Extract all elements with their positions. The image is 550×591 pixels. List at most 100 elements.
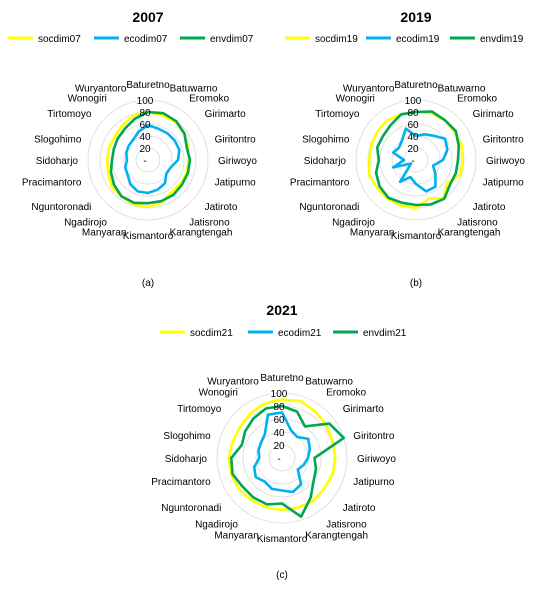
category-label: Jatiroto [343,503,376,514]
radial-tick-label: - [143,156,146,167]
category-label: Wuryantoro [207,377,259,388]
radial-tick-label: 60 [273,415,285,426]
chart-title: 2021 [266,302,297,318]
radial-tick-label: 20 [139,144,151,155]
category-label: Wonogiri [199,387,238,398]
category-label: Pracimantoro [151,477,211,488]
category-label: Kismantoro [391,231,442,242]
category-label: Giriwoyo [357,454,396,465]
category-label: Manyaran [82,228,126,239]
grid-ring [135,147,161,173]
category-label: Girimarto [343,404,385,415]
legend-label-ecodim21: ecodim21 [278,328,322,339]
category-label: Batuwarno [438,83,486,94]
grid-ring [216,392,348,524]
category-label: Girimarto [205,109,247,120]
category-label: Slogohimo [302,134,350,145]
grid-ring [87,99,209,221]
legend-label-ecodim19: ecodim19 [396,34,440,45]
radial-tick-label: 100 [405,96,422,107]
category-label: Eromoko [189,93,229,104]
legend-label-ecodim07: ecodim07 [124,34,168,45]
radial-tick-label: 100 [137,96,154,107]
category-label: Sidoharjo [304,156,347,167]
series-line-envdim07 [109,110,192,205]
category-label: Giriwoyo [486,156,525,167]
grid-ring [355,99,477,221]
series-line-envdim19 [374,110,461,207]
category-label: Kismantoro [123,231,174,242]
category-label: Ngadirojo [332,218,375,229]
radial-tick-label: 60 [407,120,419,131]
category-label: Giritontro [353,431,395,442]
category-label: Karangtengah [305,530,368,541]
category-label: Wuryantoro [343,83,395,94]
legend-label-envdim07: envdim07 [210,34,254,45]
grid-ring [242,418,322,498]
category-label: Batuwarno [170,83,218,94]
radial-tick-label: 20 [273,441,285,452]
category-label: Jatipurno [483,178,525,189]
category-label: Jatisrono [326,520,367,531]
radial-tick-label: 80 [139,108,151,119]
category-label: Karangtengah [438,228,501,239]
category-label: Eromoko [326,387,366,398]
category-label: Jatipurno [353,477,395,488]
category-label: Tirtomoyo [177,404,222,415]
radial-tick-label: 80 [273,402,285,413]
category-label: Pracimantoro [290,178,350,189]
category-label: Jatisrono [189,218,230,229]
category-label: Ngadirojo [195,520,238,531]
radial-tick-label: 40 [139,132,151,143]
series-line-socdim21 [227,398,337,512]
radial-tick-label: 40 [273,428,285,439]
category-label: Giritontro [215,134,257,145]
category-label: Giritontro [483,134,525,145]
radial-tick-label: 60 [139,120,151,131]
legend-label-socdim19: socdim19 [315,34,358,45]
category-label: Tirtomoyo [47,109,92,120]
category-label: Kismantoro [257,534,308,545]
panel-label: (a) [142,278,154,289]
category-label: Slogohimo [34,134,82,145]
panel-label: (c) [276,570,288,581]
category-label: Giriwoyo [218,156,257,167]
series-line-ecodim19 [391,127,449,193]
category-label: Nguntoronadi [31,202,91,213]
chart-title: 2019 [400,9,431,25]
radial-tick-label: 100 [271,389,288,400]
radar-chart-3: 2021 socdim21 ecodim21 envdim21 - 20 40 60 80 100… [151,302,407,581]
radial-tick-label: 80 [407,108,419,119]
chart-title: 2007 [132,9,163,25]
category-label: Baturetno [394,80,438,91]
category-label: Manyaran [350,228,394,239]
category-label: Ngadirojo [64,218,107,229]
radial-tick-label: 20 [407,144,419,155]
category-label: Baturetno [260,373,304,384]
series-line-ecodim21 [252,411,312,494]
grid-ring [123,135,173,185]
legend-label-socdim07: socdim07 [38,34,81,45]
category-label: Slogohimo [163,431,211,442]
legend-label-socdim21: socdim21 [190,328,233,339]
radar-chart-2: 2019 socdim19 ecodim19 envdim19 -20406080100… [285,9,525,289]
radial-tick-label: - [411,156,414,167]
category-label: Eromoko [457,93,497,104]
category-label: Girimarto [473,109,515,120]
category-label: Tirtomoyo [315,109,360,120]
radial-tick-label: 40 [407,132,419,143]
category-label: Karangtengah [170,228,233,239]
category-label: Nguntoronadi [161,503,221,514]
category-label: Wuryantoro [75,83,127,94]
category-label: Batuwarno [305,377,353,388]
grid-ring [268,444,296,472]
category-label: Baturetno [126,80,170,91]
category-label: Sidoharjo [36,156,79,167]
category-label: Manyaran [214,530,258,541]
category-label: Jatiroto [473,202,506,213]
radar-chart-1: 2007 socdim07 ecodim07 envdim07 -20406080100… [8,9,257,289]
legend-label-envdim21: envdim21 [363,328,407,339]
legend-label-envdim19: envdim19 [480,34,524,45]
series-line-ecodim07 [123,123,181,195]
